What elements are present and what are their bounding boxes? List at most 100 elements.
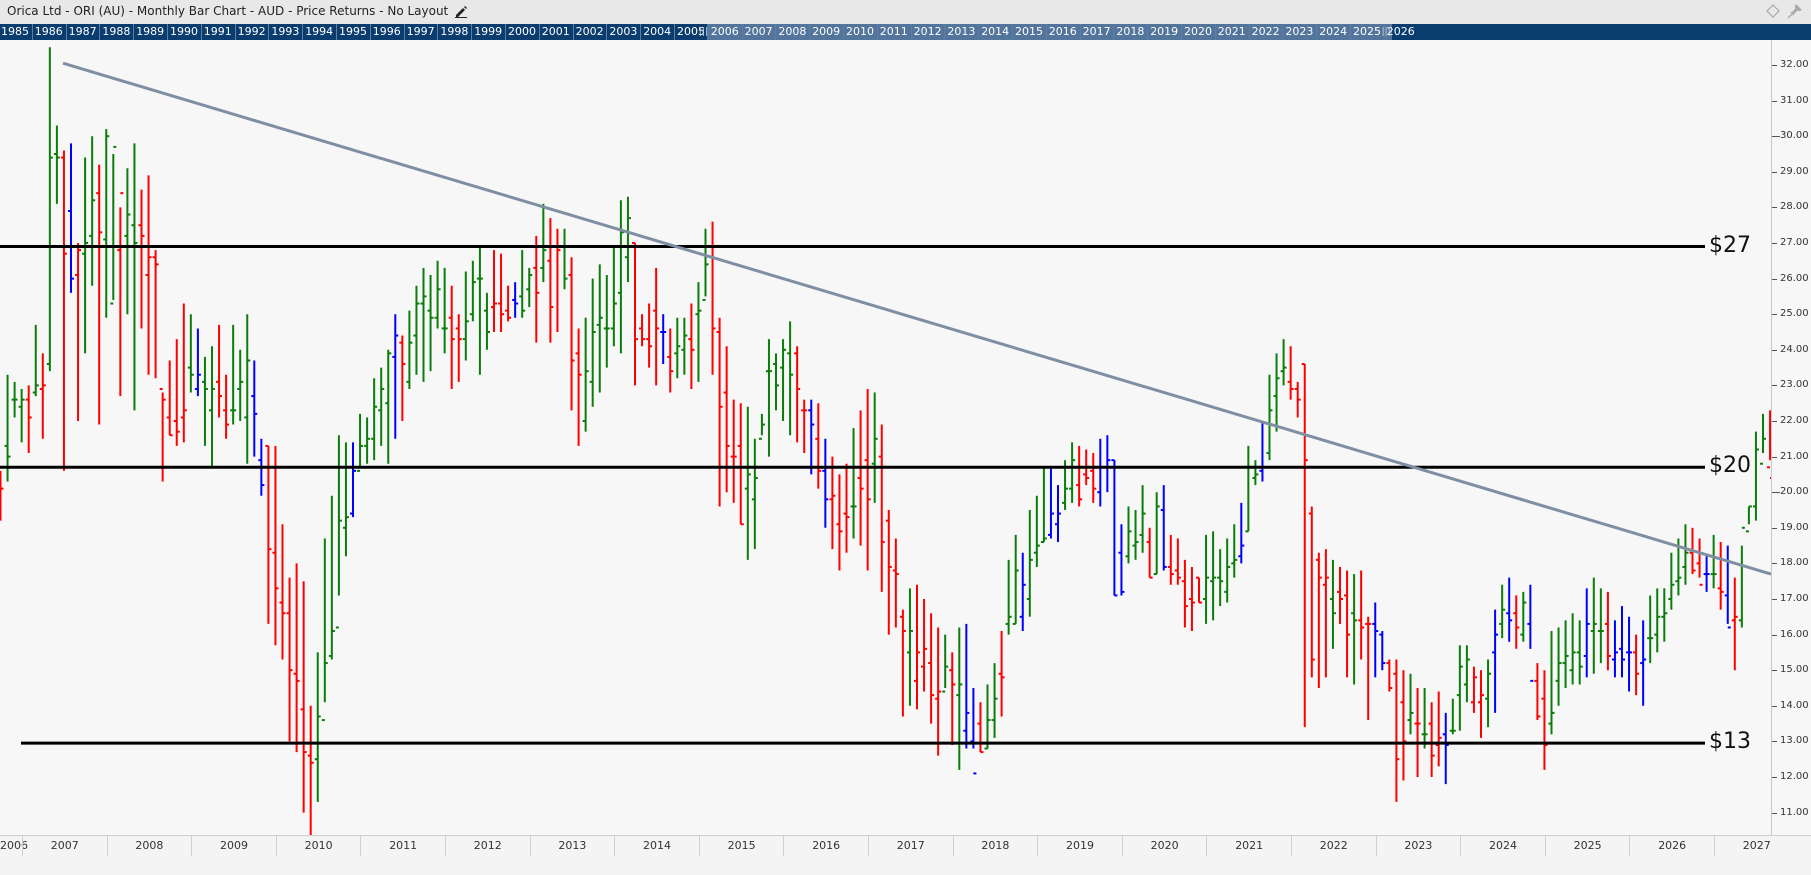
navigator-selected-range[interactable] (706, 24, 1392, 40)
ohlc-bar (427, 275, 434, 372)
ohlc-bar (1266, 374, 1273, 461)
ohlc-bar (314, 652, 321, 802)
ohlc-bar (1760, 413, 1766, 465)
y-tick: 21.00 (1772, 451, 1811, 463)
navigator-year[interactable]: 2009 (809, 24, 843, 40)
ohlc-bar (787, 321, 794, 436)
ohlc-bar (1090, 453, 1097, 503)
navigator-year[interactable]: 2004 (640, 24, 674, 40)
pin-icon[interactable] (1787, 3, 1803, 19)
ohlc-bar (1400, 670, 1407, 781)
y-tick-label: 20.00 (1780, 486, 1809, 498)
ohlc-bar (1076, 445, 1083, 507)
time-navigator[interactable]: 1985 1986 1987 1988 1989 1990 1991 1992 1993 1994… (0, 24, 1811, 40)
ohlc-bar (1026, 510, 1033, 617)
y-tick: 26.00 (1772, 273, 1811, 285)
price-chart-plot[interactable] (0, 40, 1771, 846)
ohlc-bar (1231, 524, 1238, 578)
ohlc-bar (124, 168, 131, 315)
navigator-year[interactable]: 2018 (1113, 24, 1147, 40)
navigator-year[interactable]: 2025 (1350, 24, 1384, 40)
navigator-year[interactable]: 2000 (505, 24, 539, 40)
navigator-year[interactable]: 2019 (1147, 24, 1181, 40)
navigator-right-handle[interactable]: ||| (1381, 27, 1391, 37)
navigator-year[interactable]: 1987 (65, 24, 100, 40)
y-tick-label: 25.00 (1780, 308, 1809, 320)
diamond-icon[interactable] (1765, 3, 1781, 19)
ohlc-bar (216, 324, 223, 418)
y-tick: 15.00 (1772, 664, 1811, 676)
ohlc-bar (1738, 526, 1745, 628)
navigator-year[interactable]: 2001 (538, 24, 573, 40)
navigator-year[interactable]: 2005 (674, 24, 708, 40)
navigator-year[interactable]: 1996 (369, 24, 404, 40)
ohlc-bar (406, 310, 413, 389)
navigator-left-handle[interactable]: ||| (698, 27, 708, 37)
navigator-year[interactable]: 1991 (200, 24, 235, 40)
navigator-year[interactable]: 2020 (1181, 24, 1215, 40)
ohlc-bar (18, 388, 25, 443)
navigator-year[interactable]: 2021 (1214, 24, 1249, 40)
ohlc-bar (286, 577, 293, 742)
ohlc-bar (201, 356, 208, 446)
navigator-year[interactable]: 2016 (1045, 24, 1080, 40)
navigator-year[interactable]: 2013 (944, 24, 978, 40)
edit-pencil-icon[interactable] (454, 4, 468, 18)
ohlc-bar (89, 136, 96, 286)
y-tick-label: 32.00 (1780, 59, 1809, 70)
y-tick-label: 26.00 (1780, 272, 1809, 284)
navigator-year[interactable]: 1985 (0, 24, 32, 40)
navigator-year[interactable]: 2022 (1248, 24, 1283, 40)
ohlc-bar (540, 203, 547, 283)
trendline[interactable] (62, 61, 1771, 576)
ohlc-bar (1583, 588, 1590, 678)
ohlc-bar (194, 328, 201, 397)
navigator-year[interactable]: 2011 (876, 24, 911, 40)
navigator-year[interactable]: 1992 (234, 24, 269, 40)
y-tick-label: 13.00 (1780, 735, 1809, 747)
navigator-year[interactable]: 1995 (336, 24, 370, 40)
navigator-year[interactable]: 2002 (572, 24, 607, 40)
ohlc-bar (96, 164, 103, 425)
price-axis[interactable]: 32.00 31.00 30.00 29.00 28.00 27.00 26.00 25.00… (1771, 40, 1811, 853)
navigator-year[interactable]: 2024 (1316, 24, 1350, 40)
ohlc-bar (1273, 353, 1280, 432)
navigator-year[interactable]: 1989 (133, 24, 167, 40)
x-tick-label: 2017 (868, 836, 953, 856)
ohlc-bar (455, 314, 462, 382)
ohlc-bar (737, 403, 744, 526)
navigator-year[interactable]: 2003 (606, 24, 640, 40)
x-tick-label: 2015 (698, 836, 784, 856)
navigator-year[interactable]: 2023 (1282, 24, 1316, 40)
ohlc-bar (1337, 566, 1343, 624)
x-tick-label: 2009 (191, 836, 276, 856)
navigator-year[interactable]: 2015 (1012, 24, 1046, 40)
navigator-year[interactable]: 1993 (268, 24, 302, 40)
navigator-year[interactable]: 2010 (843, 24, 877, 40)
navigator-year[interactable]: 2012 (910, 24, 945, 40)
x-tick-label: 2023 (1375, 836, 1461, 856)
navigator-year[interactable]: 1988 (99, 24, 133, 40)
ohlc-bar (46, 47, 53, 372)
time-axis[interactable]: 2006 2007 2008 2009 2010 2011 2012 2013 2014 2015… (0, 835, 1811, 875)
navigator-year[interactable]: 1997 (403, 24, 438, 40)
ohlc-bar (610, 246, 617, 347)
ohlc-bar (223, 374, 230, 439)
navigator-year[interactable]: 1999 (471, 24, 505, 40)
navigator-year[interactable]: 2026 (1383, 24, 1418, 40)
ohlc-bar (575, 328, 582, 446)
x-tick-label: 2008 (106, 836, 192, 856)
navigator-year[interactable]: 1990 (167, 24, 201, 40)
navigator-year[interactable]: 2007 (741, 24, 776, 40)
navigator-year[interactable]: 1998 (437, 24, 471, 40)
navigator-year[interactable]: 2017 (1079, 24, 1114, 40)
navigator-year[interactable]: 1994 (302, 24, 336, 40)
navigator-year[interactable]: 2008 (775, 24, 809, 40)
navigator-year[interactable]: 1986 (31, 24, 66, 40)
ohlc-bar (991, 663, 998, 738)
ohlc-bar (1238, 502, 1245, 564)
navigator-year[interactable]: 2014 (978, 24, 1012, 40)
ohlc-bar (1259, 421, 1266, 482)
ohlc-bar (892, 538, 899, 628)
navigator-year[interactable]: 2006 (707, 24, 742, 40)
